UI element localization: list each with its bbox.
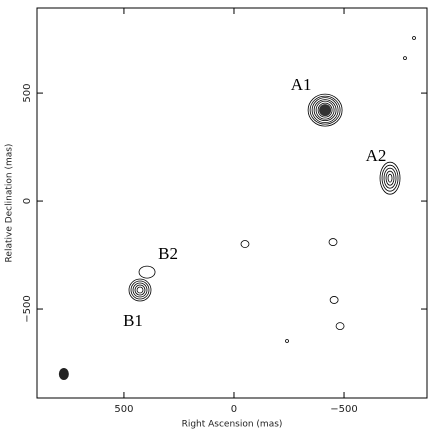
contour (240, 240, 250, 248)
x-tick-label: 500 (114, 404, 133, 415)
contour (136, 286, 144, 294)
x-tick-label: −500 (330, 404, 357, 415)
y-tick-label: 0 (22, 198, 33, 204)
contour-core (319, 104, 332, 117)
contour (403, 56, 407, 60)
y-axis-label: Relative Declination (mas) (5, 144, 15, 263)
contour (329, 296, 339, 304)
contour (128, 278, 152, 302)
contour (285, 339, 289, 343)
contour (328, 238, 338, 246)
component-label: A1 (291, 75, 312, 94)
plot-frame (36, 7, 428, 399)
contour (315, 100, 335, 120)
contour (307, 93, 343, 127)
contour (387, 173, 393, 183)
component-label: B1 (123, 311, 143, 330)
contour (132, 282, 148, 298)
contour (385, 170, 395, 186)
contour (130, 280, 150, 300)
contour (313, 99, 337, 122)
x-axis-label: Right Ascension (mas) (182, 420, 283, 430)
contour (381, 164, 399, 192)
y-tick-label: −500 (22, 295, 33, 322)
component-label: B2 (158, 244, 178, 263)
contour (383, 167, 397, 189)
y-tick-label: 500 (22, 84, 33, 103)
contour (134, 284, 146, 296)
contour (317, 102, 333, 118)
contour (412, 36, 416, 40)
contour (379, 161, 401, 195)
contour (335, 322, 345, 330)
contour (311, 97, 339, 124)
x-tick-label: 0 (231, 404, 237, 415)
beam (58, 368, 69, 381)
contour (309, 95, 341, 125)
component-label: A2 (366, 146, 387, 165)
contour (138, 265, 156, 279)
